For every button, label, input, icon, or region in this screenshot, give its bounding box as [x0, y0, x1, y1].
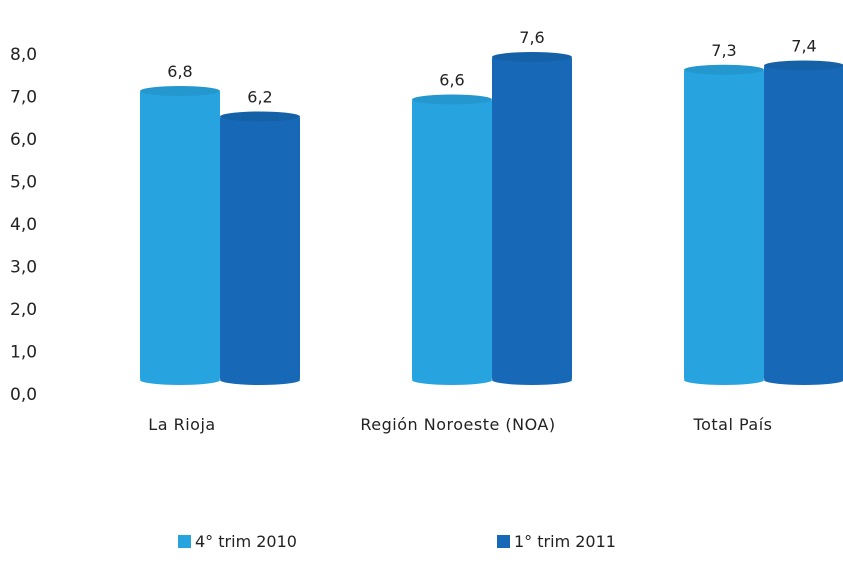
legend-item-series-1: 4° trim 2010	[178, 532, 297, 551]
y-tick-label: 4,0	[10, 215, 37, 235]
y-tick-label: 8,0	[10, 45, 37, 65]
y-tick-label: 2,0	[10, 300, 37, 320]
y-tick-label: 7,0	[10, 88, 37, 108]
data-label: 7,3	[711, 41, 736, 60]
data-label: 7,4	[791, 37, 816, 56]
bar-base	[412, 375, 492, 385]
y-tick-label: 6,0	[10, 130, 37, 150]
category-label: Región Noroeste (NOA)	[360, 415, 555, 434]
y-axis: 0,0 1,0 2,0 3,0 4,0 5,0 6,0 7,0 8,0	[10, 45, 37, 405]
bar	[220, 116, 300, 380]
y-tick-label: 3,0	[10, 258, 37, 278]
bar-top	[492, 52, 572, 62]
bar-top	[412, 94, 492, 105]
bars: 6,8 6,2 6,6 7,6 7,3 7,4	[140, 28, 843, 385]
bar	[492, 57, 572, 380]
y-tick-label: 1,0	[10, 343, 37, 363]
bar	[764, 65, 843, 380]
bar-base	[140, 375, 220, 385]
category-label: Total País	[693, 415, 773, 434]
bar	[412, 99, 492, 380]
bar-base	[492, 375, 572, 385]
legend-label: 4° trim 2010	[195, 532, 297, 551]
data-label: 6,8	[167, 62, 192, 81]
data-label: 6,6	[439, 71, 464, 90]
legend-item-series-2: 1° trim 2011	[497, 532, 616, 551]
bar-top	[140, 86, 220, 96]
legend-label: 1° trim 2011	[514, 532, 616, 551]
bar	[140, 91, 220, 380]
bar-top	[220, 111, 300, 122]
y-tick-label: 0,0	[10, 385, 37, 405]
y-tick-label: 5,0	[10, 173, 37, 193]
category-label: La Rioja	[148, 415, 215, 434]
bar-base	[684, 375, 764, 385]
data-label: 7,6	[519, 28, 544, 47]
bar	[684, 69, 764, 380]
data-label: 6,2	[247, 88, 272, 107]
legend-swatch	[497, 535, 510, 548]
x-axis: La Rioja Región Noroeste (NOA) Total País	[148, 415, 772, 434]
legend-swatch	[178, 535, 191, 548]
bar-top	[684, 64, 764, 75]
bar-top	[764, 60, 843, 71]
bar-base	[764, 375, 843, 385]
bar-base	[220, 375, 300, 385]
